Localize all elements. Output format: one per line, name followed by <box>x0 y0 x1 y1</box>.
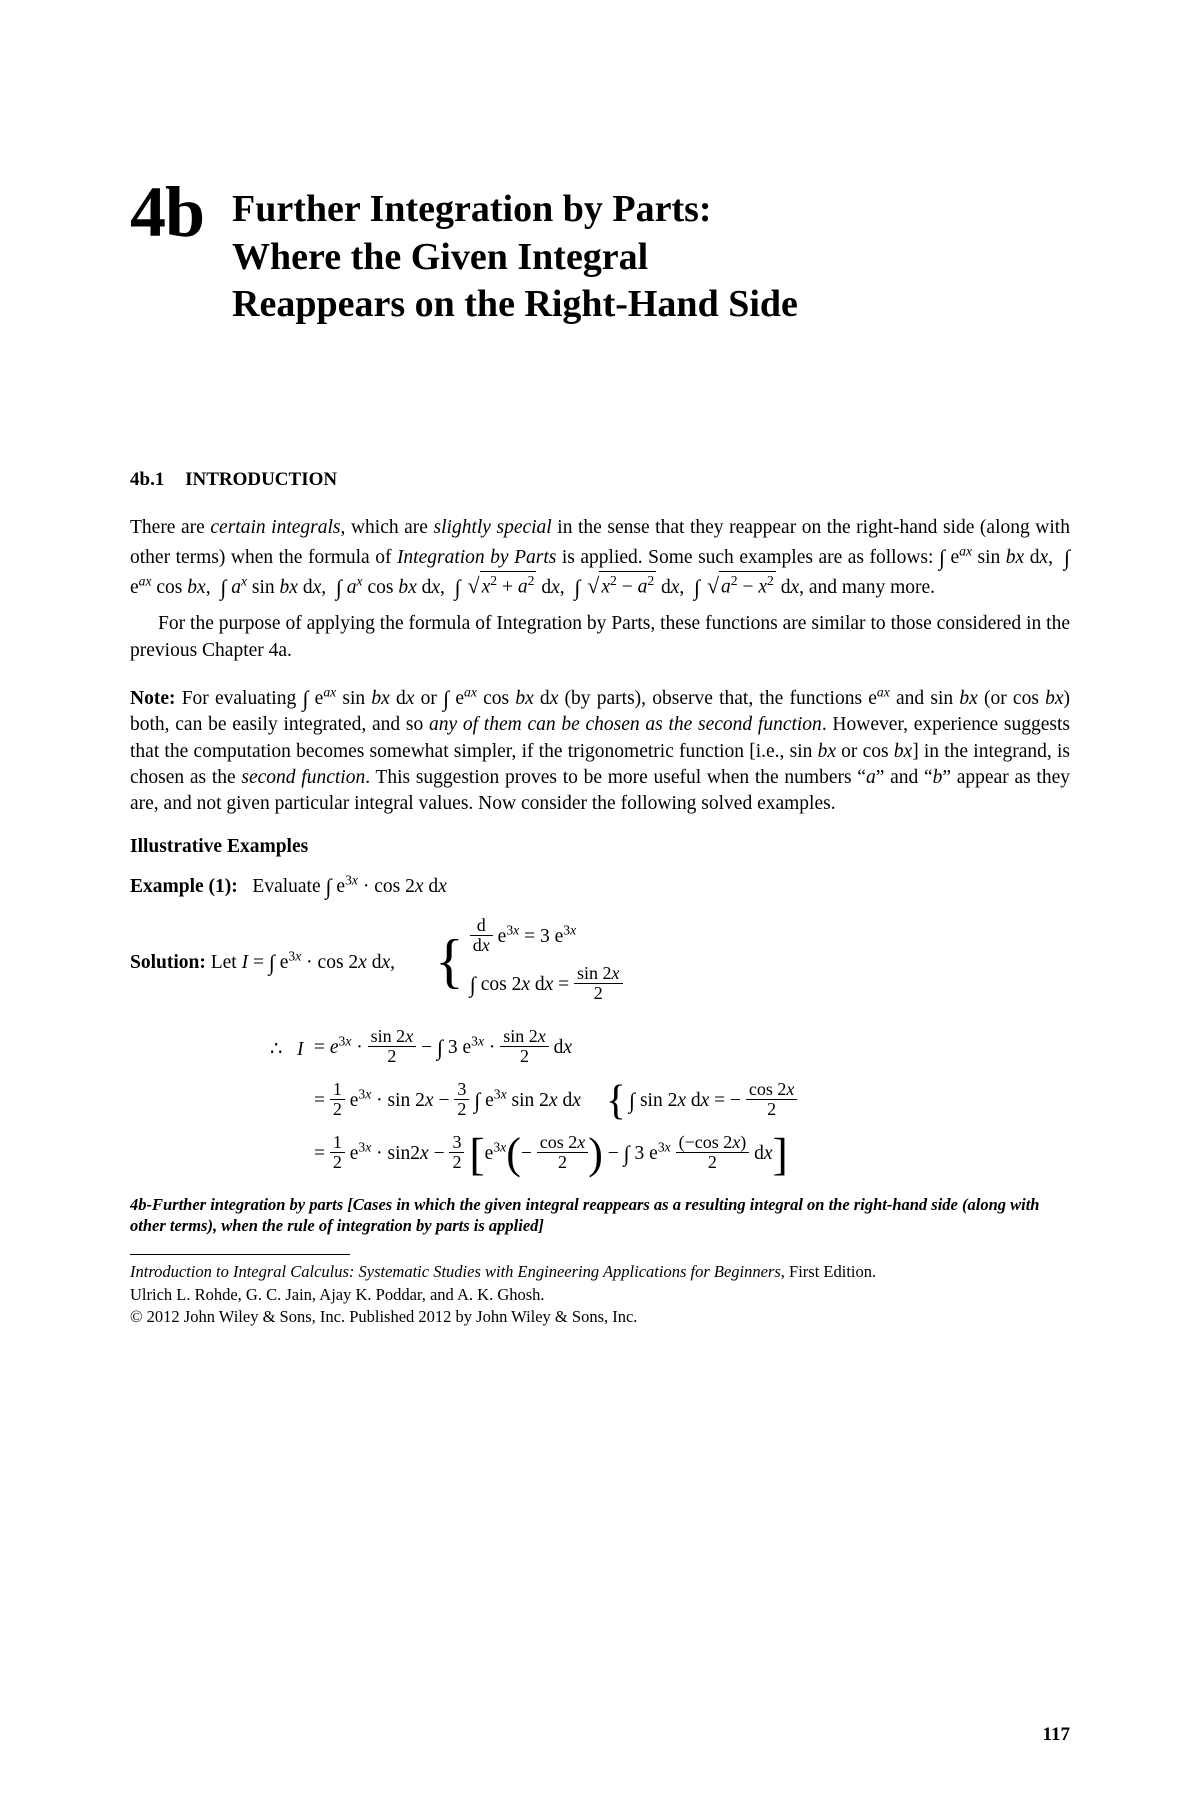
derivation-line-2: = 12 e3x · sin 2x − 32 ∫ e3x sin 2x dx {… <box>130 1082 1070 1121</box>
solution-block: Solution: Let I = ∫ e3x · cos 2x dx, { d… <box>130 918 1070 1006</box>
integral-example-4: ∫ ax cos bx dx, <box>336 577 450 598</box>
case-integral: ∫ cos 2x dx = sin 2x2 <box>470 966 623 1005</box>
example-label: Example (1): <box>130 876 238 897</box>
integral-example-3: ∫ ax sin bx dx, <box>220 577 331 598</box>
page-number: 117 <box>1043 1724 1070 1746</box>
section-title: INTRODUCTION <box>185 469 337 490</box>
chapter-footnote: 4b-Further integration by parts [Cases i… <box>130 1194 1070 1237</box>
section-heading: 4b.1 INTRODUCTION <box>130 469 1070 491</box>
section-number: 4b.1 <box>130 469 164 490</box>
example-integral: ∫ e3x · cos 2x dx <box>326 876 447 897</box>
integral-example-1: ∫ eax sin bx dx, <box>939 547 1059 568</box>
chapter-title-line-3: Reappears on the Right-Hand Side <box>232 283 798 325</box>
chapter-header: 4b Further Integration by Parts: Where t… <box>130 180 1070 329</box>
note-integral-2: ∫ eax cos bx dx <box>443 688 558 709</box>
example-1-line: Example (1): Evaluate ∫ e3x · cos 2x dx <box>130 872 1070 898</box>
footer-rule <box>130 1254 350 1255</box>
chapter-title-line-2: Where the Given Integral <box>232 236 648 278</box>
book-footer: Introduction to Integral Calculus: Syste… <box>130 1261 1070 1328</box>
book-title: Introduction to Integral Calculus: Syste… <box>130 1262 781 1281</box>
intro-paragraph-2: For the purpose of applying the formula … <box>130 611 1070 664</box>
chapter-number: 4b <box>130 180 204 245</box>
illustrative-examples-heading: Illustrative Examples <box>130 836 1070 858</box>
note-label: Note: <box>130 688 175 709</box>
integral-example-6: ∫ x2 − a2 dx, <box>574 577 689 598</box>
copyright: © 2012 John Wiley & Sons, Inc. Published… <box>130 1307 637 1326</box>
derivation-line-1: ∴ I = e3x · sin 2x2 − ∫ 3 e3x · sin 2x2 … <box>130 1029 1070 1068</box>
integral-example-5: ∫ x2 + a2 dx, <box>455 577 570 598</box>
chapter-title-line-1: Further Integration by Parts: <box>232 188 712 230</box>
case-derivative: ddx e3x = 3 e3x <box>470 918 623 957</box>
integral-example-7: ∫ a2 − x2 dx <box>694 577 799 598</box>
intro-paragraph-1: There are certain integrals, which are s… <box>130 515 1070 602</box>
solution-cases: { ddx e3x = 3 e3x ∫ cos 2x dx = sin 2x2 <box>435 918 623 1006</box>
solution-let: Solution: Let I = ∫ e3x · cos 2x dx, <box>130 948 395 974</box>
chapter-title: Further Integration by Parts: Where the … <box>232 180 798 329</box>
aside-integral: {∫ sin 2x dx = − cos 2x2 <box>603 1082 798 1121</box>
note-paragraph: Note: For evaluating ∫ eax sin bx dx or … <box>130 682 1070 818</box>
authors: Ulrich L. Rohde, G. C. Jain, Ajay K. Pod… <box>130 1285 545 1304</box>
note-integral-1: ∫ eax sin bx dx <box>302 688 414 709</box>
derivation-line-3: = 12 e3x · sin2x − 32 [e3x(− cos 2x2) − … <box>130 1135 1070 1174</box>
